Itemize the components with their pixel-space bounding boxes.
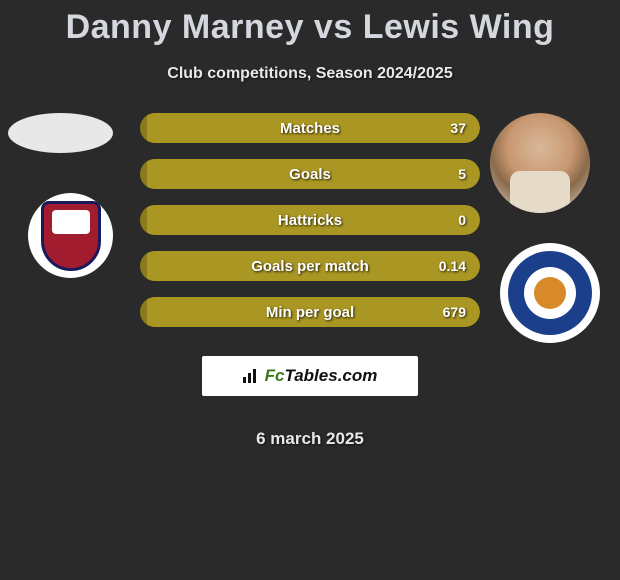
bar-value-right: 5 bbox=[458, 166, 466, 182]
stat-bar: Hattricks 0 bbox=[140, 205, 480, 235]
page-title: Danny Marney vs Lewis Wing bbox=[0, 0, 620, 47]
bar-left-fill bbox=[140, 251, 147, 281]
club-left-badge bbox=[28, 193, 113, 278]
bar-value-right: 0.14 bbox=[439, 258, 466, 274]
bar-label: Hattricks bbox=[278, 212, 342, 229]
bar-value-right: 37 bbox=[450, 120, 466, 136]
bar-label: Goals bbox=[289, 166, 331, 183]
bar-label: Goals per match bbox=[251, 258, 369, 275]
club-right-badge bbox=[500, 243, 600, 343]
player-right-avatar bbox=[490, 113, 590, 213]
comparison-area: Matches 37 Goals 5 Hattricks 0 Goals per match… bbox=[0, 113, 620, 363]
stat-bars: Matches 37 Goals 5 Hattricks 0 Goals per match… bbox=[140, 113, 480, 343]
stat-bar: Min per goal 679 bbox=[140, 297, 480, 327]
bar-value-right: 0 bbox=[458, 212, 466, 228]
bar-left-fill bbox=[140, 113, 147, 143]
brand-logo: FcTables.com bbox=[202, 356, 418, 396]
date-label: 6 march 2025 bbox=[0, 429, 620, 449]
stat-bar: Goals 5 bbox=[140, 159, 480, 189]
subtitle: Club competitions, Season 2024/2025 bbox=[0, 65, 620, 83]
player-left-avatar bbox=[8, 113, 113, 153]
bar-left-fill bbox=[140, 205, 147, 235]
stat-bar: Matches 37 bbox=[140, 113, 480, 143]
bar-left-fill bbox=[140, 159, 147, 189]
bar-left-fill bbox=[140, 297, 147, 327]
barchart-icon bbox=[243, 369, 261, 383]
bar-label: Matches bbox=[280, 120, 340, 137]
stat-bar: Goals per match 0.14 bbox=[140, 251, 480, 281]
bar-label: Min per goal bbox=[266, 304, 354, 321]
brand-text: FcTables.com bbox=[265, 366, 378, 386]
bar-value-right: 679 bbox=[443, 304, 466, 320]
